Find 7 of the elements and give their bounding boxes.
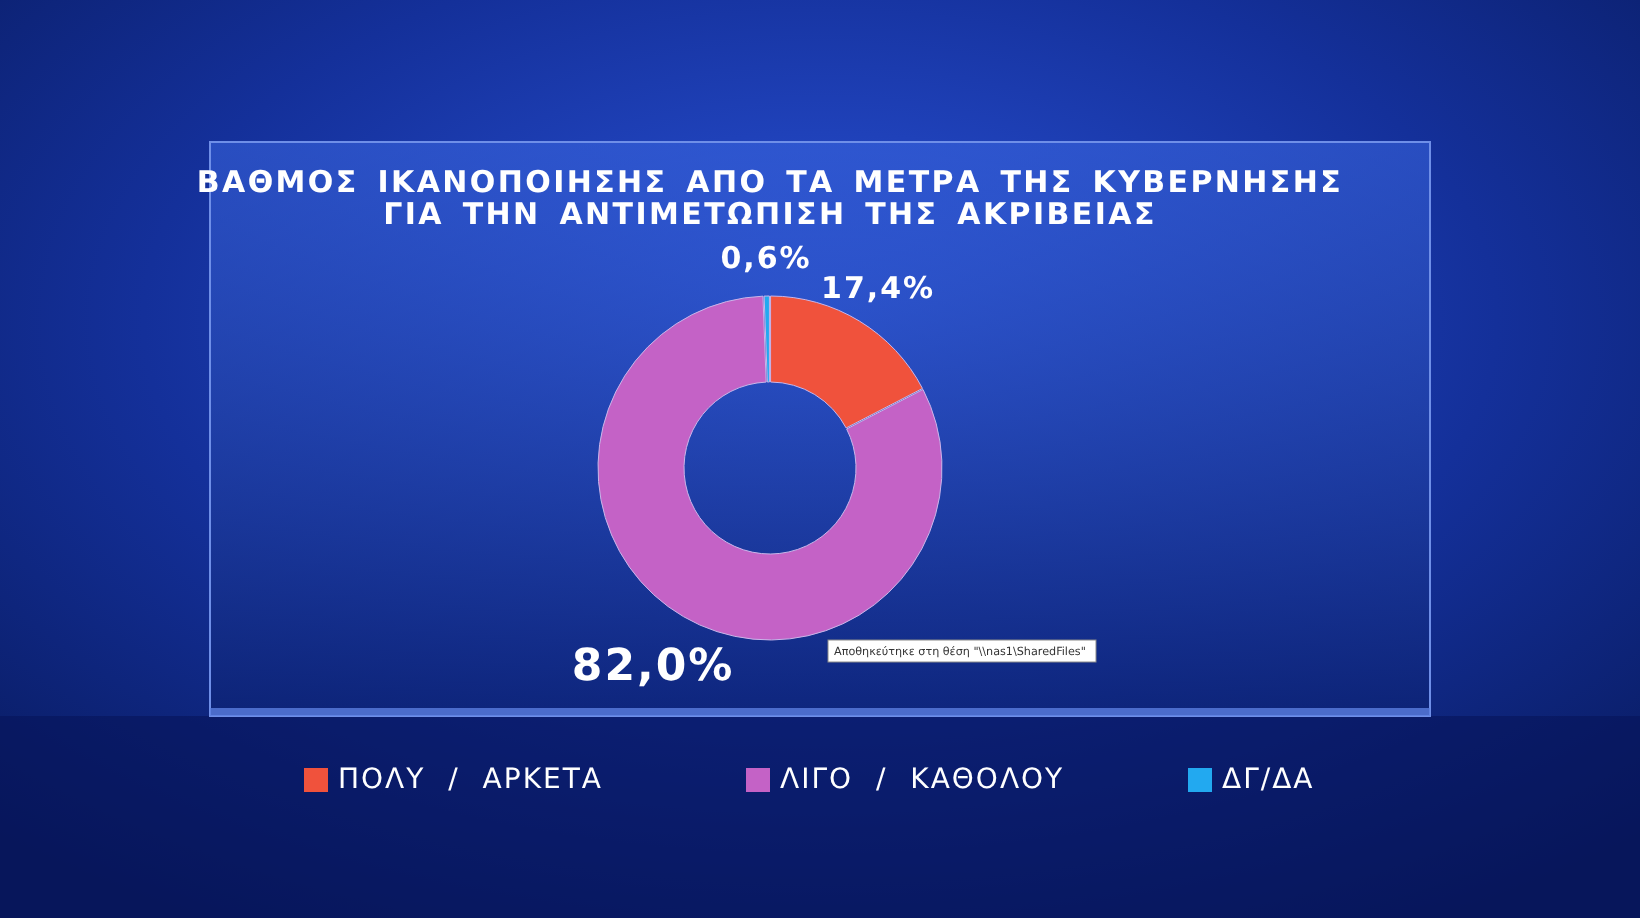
slice-label: ΛΙΓΟ / ΚΑΘΟΛΟΥ (780, 763, 1065, 796)
legend-label: ΔΓ/ΔΑ (1222, 763, 1315, 796)
data-label: 0,6% (720, 240, 812, 277)
data-label: 17,4% (821, 270, 936, 307)
data-label: 82,0% (571, 642, 735, 693)
legend-label: ΠΟΛΥ / ΑΡΚΕΤΑ (338, 763, 603, 796)
chart-title: ΒΑΘΜΟΣ ΙΚΑΝΟΠΟΙΗΣΗΣ ΑΠΟ ΤΑ ΜΕΤΡΑ ΤΗΣ ΚΥΒΕΡΝΗΣΗΣ ΓΙΑ ΤΗΝ ΑΝΤΙΜΕΤΩΠΙΣΗ ΤΗΣ ΑΚΡΙΒΕΙΑΣ (196, 164, 1344, 232)
